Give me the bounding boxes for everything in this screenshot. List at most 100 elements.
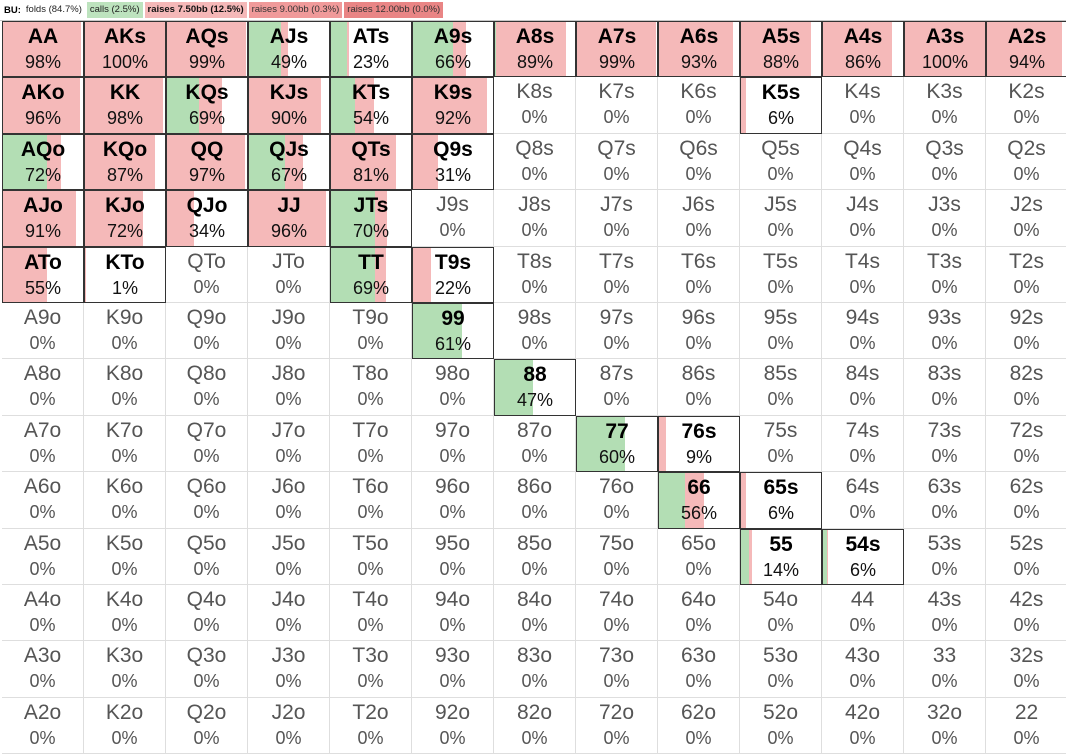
hand-cell-Q3o[interactable]: Q3o 0%: [166, 641, 248, 698]
hand-cell-53s[interactable]: 53s 0%: [904, 528, 986, 585]
hand-cell-AKs[interactable]: AKs 100%: [84, 21, 166, 78]
hand-cell-K5o[interactable]: K5o 0%: [84, 528, 166, 585]
hand-cell-K5s[interactable]: K5s 6%: [740, 77, 822, 134]
hand-cell-KQo[interactable]: KQo 87%: [84, 133, 166, 191]
hand-cell-J6o[interactable]: J6o 0%: [248, 472, 330, 529]
hand-cell-KTs[interactable]: KTs 54%: [330, 77, 412, 134]
hand-cell-Q4o[interactable]: Q4o 0%: [166, 585, 248, 642]
legend-raise-7-5bb[interactable]: raises 7.50bb (12.5%): [144, 2, 247, 18]
hand-cell-T9s[interactable]: T9s 22%: [412, 246, 494, 303]
hand-cell-J6s[interactable]: J6s 0%: [658, 190, 740, 247]
hand-cell-92o[interactable]: 92o 0%: [412, 697, 494, 754]
hand-cell-JTo[interactable]: JTo 0%: [248, 246, 330, 303]
hand-cell-42s[interactable]: 42s 0%: [986, 585, 1066, 642]
hand-cell-T4s[interactable]: T4s 0%: [822, 246, 904, 303]
hand-cell-53o[interactable]: 53o 0%: [740, 641, 822, 698]
hand-cell-Q5o[interactable]: Q5o 0%: [166, 528, 248, 585]
hand-cell-Q6o[interactable]: Q6o 0%: [166, 472, 248, 529]
hand-cell-52o[interactable]: 52o 0%: [740, 697, 822, 754]
hand-cell-K7s[interactable]: K7s 0%: [576, 77, 658, 134]
hand-cell-K7o[interactable]: K7o 0%: [84, 415, 166, 473]
hand-cell-T3o[interactable]: T3o 0%: [330, 641, 412, 698]
hand-cell-K4s[interactable]: K4s 0%: [822, 77, 904, 134]
hand-cell-AQs[interactable]: AQs 99%: [166, 21, 248, 78]
hand-cell-QJs[interactable]: QJs 67%: [248, 133, 330, 191]
hand-cell-Q8o[interactable]: Q8o 0%: [166, 359, 248, 416]
hand-cell-T8s[interactable]: T8s 0%: [494, 246, 576, 303]
hand-cell-A6s[interactable]: A6s 93%: [658, 21, 740, 78]
hand-cell-J4s[interactable]: J4s 0%: [822, 190, 904, 247]
hand-cell-75o[interactable]: 75o 0%: [576, 528, 658, 585]
hand-cell-63o[interactable]: 63o 0%: [658, 641, 740, 698]
hand-cell-77[interactable]: 77 60%: [576, 415, 658, 473]
hand-cell-J2s[interactable]: J2s 0%: [986, 190, 1066, 247]
hand-cell-42o[interactable]: 42o 0%: [822, 697, 904, 754]
hand-cell-82s[interactable]: 82s 0%: [986, 359, 1066, 416]
hand-cell-65s[interactable]: 65s 6%: [740, 472, 822, 529]
hand-cell-A3o[interactable]: A3o 0%: [2, 641, 84, 698]
hand-cell-J9s[interactable]: J9s 0%: [412, 190, 494, 247]
hand-cell-K3s[interactable]: K3s 0%: [904, 77, 986, 134]
hand-cell-J4o[interactable]: J4o 0%: [248, 585, 330, 642]
hand-cell-A5s[interactable]: A5s 88%: [740, 21, 822, 78]
hand-cell-KJs[interactable]: KJs 90%: [248, 77, 330, 134]
hand-cell-98s[interactable]: 98s 0%: [494, 303, 576, 360]
hand-cell-88[interactable]: 88 47%: [494, 359, 576, 416]
hand-cell-Q3s[interactable]: Q3s 0%: [904, 133, 986, 191]
legend-calls[interactable]: calls (2.5%): [86, 2, 143, 18]
hand-cell-QJo[interactable]: QJo 34%: [166, 190, 248, 247]
legend-raise-9bb[interactable]: raises 9.00bb (0.3%): [248, 2, 343, 18]
hand-cell-A4s[interactable]: A4s 86%: [822, 21, 904, 78]
hand-cell-97o[interactable]: 97o 0%: [412, 415, 494, 473]
hand-cell-K2s[interactable]: K2s 0%: [986, 77, 1066, 134]
hand-cell-A9s[interactable]: A9s 66%: [412, 21, 494, 78]
hand-cell-54s[interactable]: 54s 6%: [822, 528, 904, 585]
hand-cell-A9o[interactable]: A9o 0%: [2, 303, 84, 360]
hand-cell-J7o[interactable]: J7o 0%: [248, 415, 330, 473]
hand-cell-86s[interactable]: 86s 0%: [658, 359, 740, 416]
hand-cell-76o[interactable]: 76o 0%: [576, 472, 658, 529]
hand-cell-T7s[interactable]: T7s 0%: [576, 246, 658, 303]
hand-cell-J2o[interactable]: J2o 0%: [248, 697, 330, 754]
hand-cell-A4o[interactable]: A4o 0%: [2, 585, 84, 642]
hand-cell-54o[interactable]: 54o 0%: [740, 585, 822, 642]
hand-cell-AQo[interactable]: AQo 72%: [2, 133, 84, 191]
hand-cell-83o[interactable]: 83o 0%: [494, 641, 576, 698]
hand-cell-T5s[interactable]: T5s 0%: [740, 246, 822, 303]
hand-cell-96o[interactable]: 96o 0%: [412, 472, 494, 529]
hand-cell-Q8s[interactable]: Q8s 0%: [494, 133, 576, 191]
hand-cell-A2s[interactable]: A2s 94%: [986, 21, 1066, 78]
hand-cell-ATo[interactable]: ATo 55%: [2, 246, 84, 303]
hand-cell-JTs[interactable]: JTs 70%: [330, 190, 412, 247]
hand-cell-J9o[interactable]: J9o 0%: [248, 303, 330, 360]
hand-cell-A2o[interactable]: A2o 0%: [2, 697, 84, 754]
hand-cell-K4o[interactable]: K4o 0%: [84, 585, 166, 642]
hand-cell-K9s[interactable]: K9s 92%: [412, 77, 494, 134]
hand-cell-32s[interactable]: 32s 0%: [986, 641, 1066, 698]
hand-cell-83s[interactable]: 83s 0%: [904, 359, 986, 416]
hand-cell-J3o[interactable]: J3o 0%: [248, 641, 330, 698]
hand-cell-AJs[interactable]: AJs 49%: [248, 21, 330, 78]
hand-cell-J5o[interactable]: J5o 0%: [248, 528, 330, 585]
hand-cell-KQs[interactable]: KQs 69%: [166, 77, 248, 134]
hand-cell-55[interactable]: 55 14%: [740, 528, 822, 585]
hand-cell-Q7s[interactable]: Q7s 0%: [576, 133, 658, 191]
hand-cell-22[interactable]: 22 0%: [986, 697, 1066, 754]
hand-cell-93o[interactable]: 93o 0%: [412, 641, 494, 698]
hand-cell-K6s[interactable]: K6s 0%: [658, 77, 740, 134]
hand-cell-K6o[interactable]: K6o 0%: [84, 472, 166, 529]
hand-cell-AA[interactable]: AA 98%: [2, 21, 84, 78]
hand-cell-Q5s[interactable]: Q5s 0%: [740, 133, 822, 191]
hand-cell-96s[interactable]: 96s 0%: [658, 303, 740, 360]
hand-cell-T8o[interactable]: T8o 0%: [330, 359, 412, 416]
hand-cell-98o[interactable]: 98o 0%: [412, 359, 494, 416]
hand-cell-97s[interactable]: 97s 0%: [576, 303, 658, 360]
hand-cell-A7s[interactable]: A7s 99%: [576, 21, 658, 78]
hand-cell-KTo[interactable]: KTo 1%: [84, 246, 166, 303]
hand-cell-ATs[interactable]: ATs 23%: [330, 21, 412, 78]
hand-cell-A5o[interactable]: A5o 0%: [2, 528, 84, 585]
hand-cell-J3s[interactable]: J3s 0%: [904, 190, 986, 247]
hand-cell-Q9o[interactable]: Q9o 0%: [166, 303, 248, 360]
hand-cell-64s[interactable]: 64s 0%: [822, 472, 904, 529]
hand-cell-T7o[interactable]: T7o 0%: [330, 415, 412, 473]
